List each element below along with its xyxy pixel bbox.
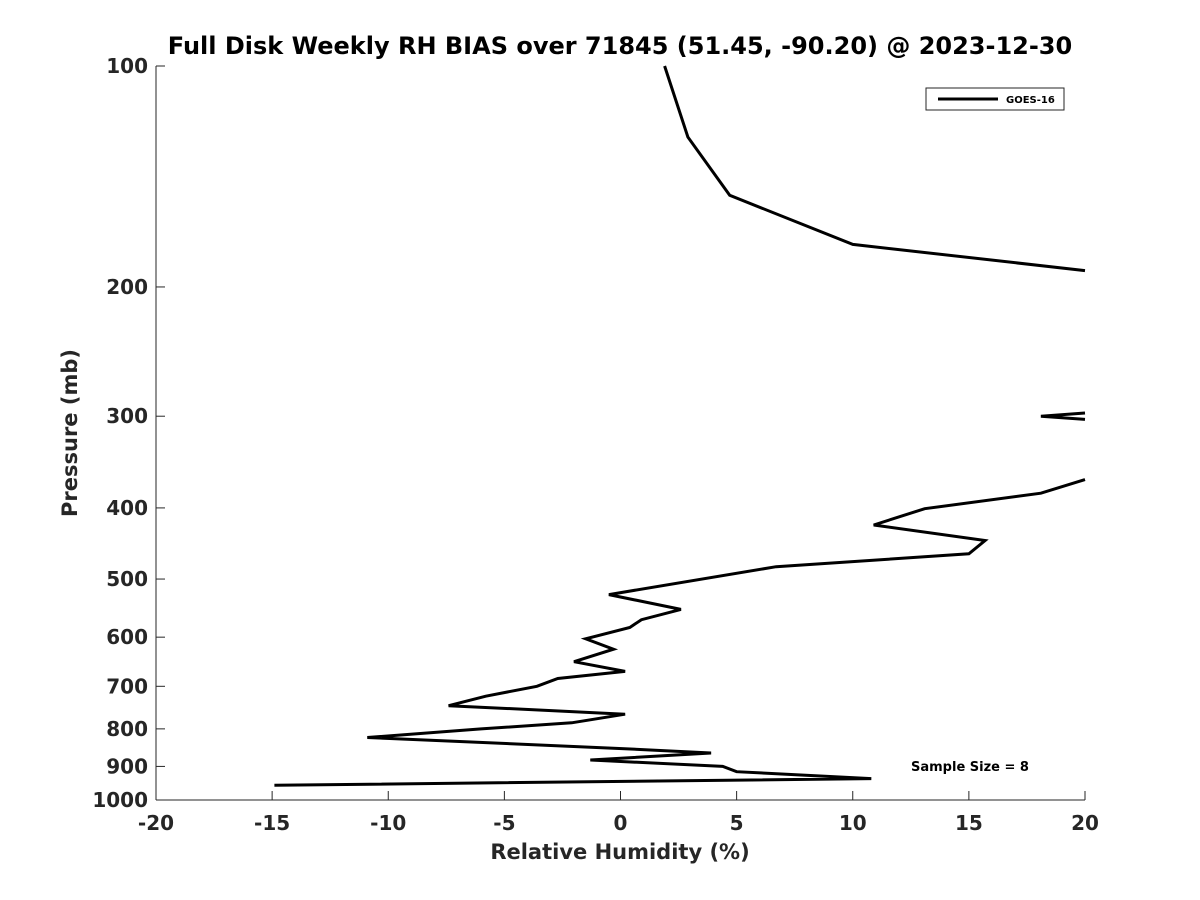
x-tick-label: 20 xyxy=(1071,811,1099,835)
series-line-goes-16 xyxy=(1040,411,1086,421)
series-line-goes-16 xyxy=(663,65,1086,273)
y-tick-label: 1000 xyxy=(92,788,148,812)
x-tick-label: -20 xyxy=(138,811,174,835)
chart-title: Full Disk Weekly RH BIAS over 71845 (51.… xyxy=(168,32,1072,60)
x-tick-label: 15 xyxy=(955,811,983,835)
y-tick-label: 600 xyxy=(106,625,148,649)
x-tick-label: -15 xyxy=(254,811,290,835)
series-line-goes-16 xyxy=(274,478,1086,787)
plot-area xyxy=(274,65,1086,787)
y-tick-label: 900 xyxy=(106,754,148,778)
x-tick-label: -5 xyxy=(493,811,515,835)
y-tick-label: 800 xyxy=(106,717,148,741)
y-axis-label: Pressure (mb) xyxy=(58,349,82,517)
x-axis-label: Relative Humidity (%) xyxy=(490,840,749,864)
y-tick-label: 700 xyxy=(106,674,148,698)
legend: GOES-16 xyxy=(925,87,1065,111)
y-tick-label: 100 xyxy=(106,54,148,78)
sample-size-annotation: Sample Size = 8 xyxy=(911,760,1029,775)
x-tick-label: 5 xyxy=(730,811,744,835)
y-tick-label: 300 xyxy=(106,404,148,428)
y-tick-label: 400 xyxy=(106,496,148,520)
x-tick-label: -10 xyxy=(370,811,406,835)
legend-label: GOES-16 xyxy=(1006,95,1055,106)
y-tick-label: 200 xyxy=(106,275,148,299)
x-tick-label: 0 xyxy=(614,811,628,835)
y-tick-label: 500 xyxy=(106,567,148,591)
x-axis-ticks: -20 -15 -10 -5 0 5 10 15 20 xyxy=(138,791,1099,835)
y-axis-ticks: 100 200 300 400 500 600 700 800 900 1000 xyxy=(92,54,165,812)
x-tick-label: 10 xyxy=(839,811,867,835)
